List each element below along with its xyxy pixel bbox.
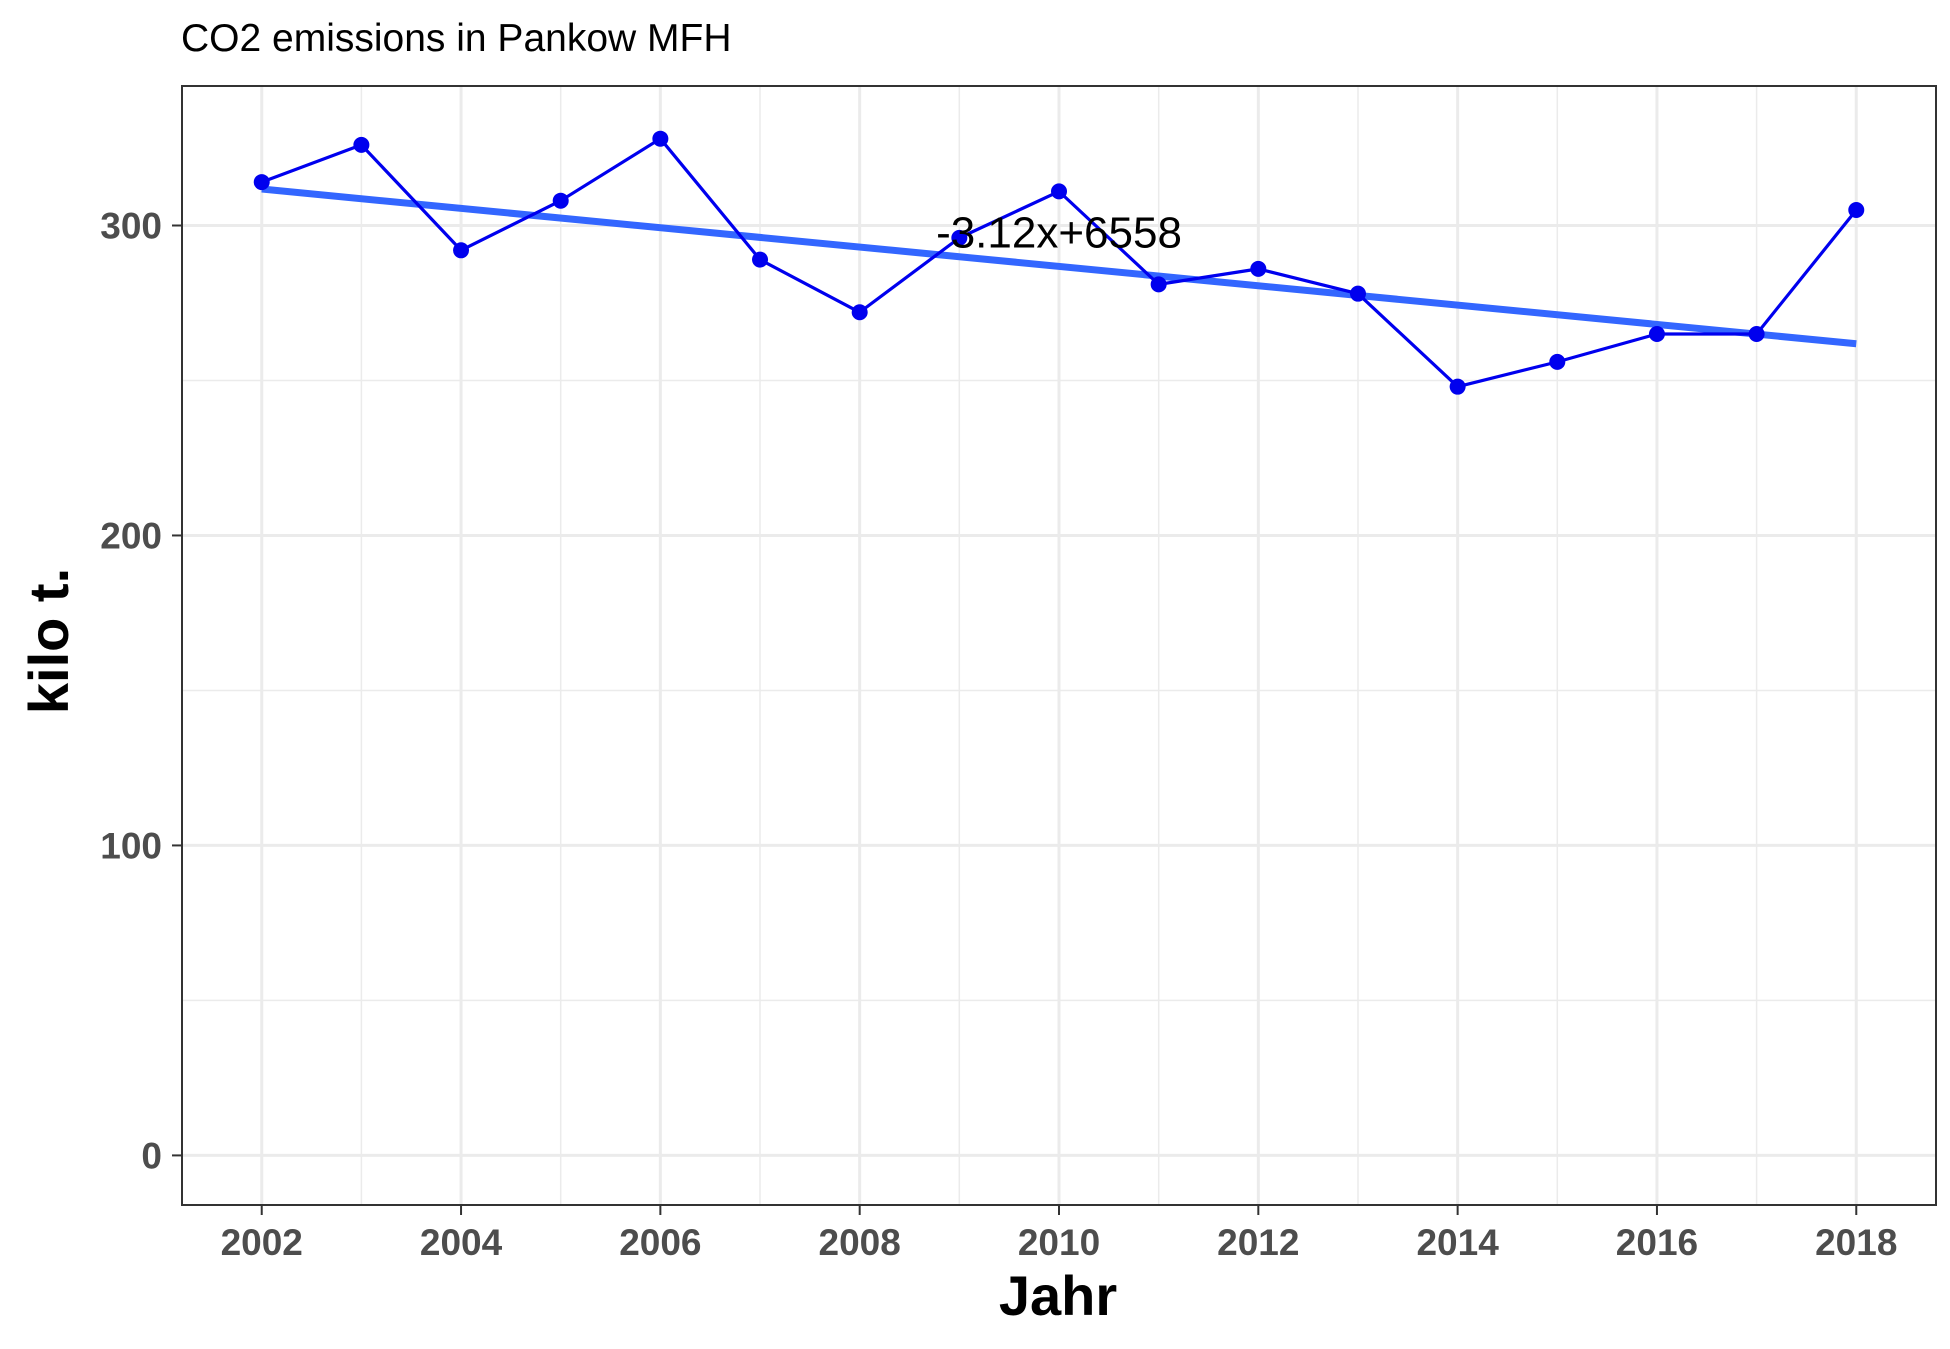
chart-title: CO2 emissions in Pankow MFH — [181, 17, 732, 60]
data-point — [353, 136, 370, 153]
x-axis-title: Jahr — [999, 1264, 1117, 1327]
x-tick-label: 2012 — [1217, 1222, 1299, 1263]
data-point — [752, 251, 769, 268]
y-tick-label: 0 — [141, 1135, 162, 1176]
x-tick-label: 2010 — [1018, 1222, 1100, 1263]
data-point — [1648, 325, 1665, 342]
grid-lines — [182, 86, 1936, 1205]
data-point — [1250, 260, 1267, 277]
trend-equation-annotation: -3.12x+6558 — [936, 209, 1182, 258]
y-axis-title: kilo t. — [17, 568, 80, 714]
data-point — [1748, 325, 1765, 342]
data-point — [253, 174, 270, 191]
data-point — [453, 242, 470, 259]
x-tick-label: 2008 — [819, 1222, 901, 1263]
data-point — [1848, 201, 1865, 218]
x-tick-label: 2006 — [619, 1222, 701, 1263]
x-tick-label: 2014 — [1416, 1222, 1499, 1263]
data-point — [951, 229, 968, 246]
y-tick-label: 300 — [100, 205, 162, 246]
x-tick-label: 2018 — [1815, 1222, 1897, 1263]
y-axis: 0 100 200 300 — [100, 205, 182, 1176]
data-point — [552, 192, 569, 209]
y-tick-label: 200 — [100, 515, 162, 556]
data-point — [1150, 276, 1167, 293]
data-point — [652, 130, 669, 147]
data-point — [1449, 378, 1466, 395]
x-tick-label: 2002 — [221, 1222, 303, 1263]
series-group — [253, 130, 1865, 395]
data-point — [1549, 353, 1566, 370]
data-point — [851, 304, 868, 321]
x-tick-label: 2004 — [420, 1222, 503, 1263]
y-tick-label: 100 — [100, 825, 162, 866]
data-point — [1349, 285, 1366, 302]
trendline — [261, 185, 1857, 348]
data-point — [1051, 183, 1067, 200]
x-axis: 2002 2004 2006 2008 2010 2012 2014 2016 2018 — [221, 1205, 1897, 1263]
x-tick-label: 2016 — [1616, 1222, 1698, 1263]
trendline-group — [261, 185, 1857, 348]
